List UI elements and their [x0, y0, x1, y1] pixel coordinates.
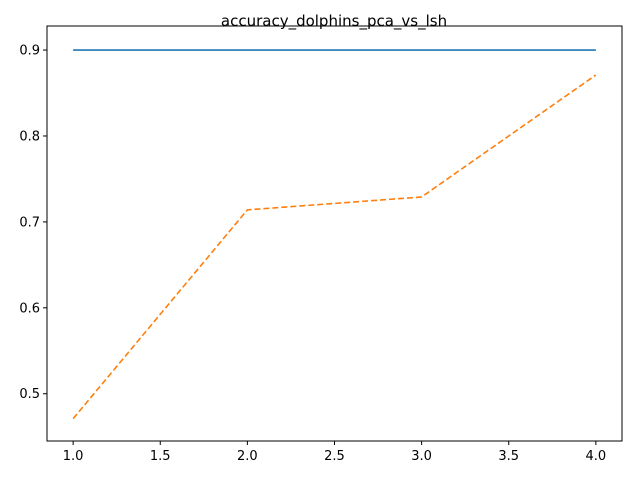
series-layer: [72, 49, 597, 420]
x-tick-label: 3.5: [498, 449, 519, 464]
x-axis: 1.0 1.5 2.0 2.5 3.0 3.5 4.0: [63, 441, 606, 464]
series-line-2: [72, 74, 597, 420]
y-tick-label: 0.9: [19, 44, 40, 59]
y-tick-label: 0.6: [19, 301, 40, 316]
plot-frame: [46, 25, 623, 442]
x-tick-label: 2.0: [237, 449, 258, 464]
x-tick-label: 1.0: [63, 449, 84, 464]
x-tick-label: 4.0: [586, 449, 607, 464]
x-tick-label: 1.5: [150, 449, 171, 464]
y-tick-label: 0.7: [19, 215, 40, 230]
y-tick-label: 0.8: [19, 129, 40, 144]
chart-title: accuracy_dolphins_pca_vs_lsh: [221, 12, 447, 31]
x-tick-label: 2.5: [324, 449, 345, 464]
y-axis: 0.5 0.6 0.7 0.8 0.9: [19, 44, 47, 402]
x-tick-label: 3.0: [411, 449, 432, 464]
y-tick-label: 0.5: [19, 387, 40, 402]
